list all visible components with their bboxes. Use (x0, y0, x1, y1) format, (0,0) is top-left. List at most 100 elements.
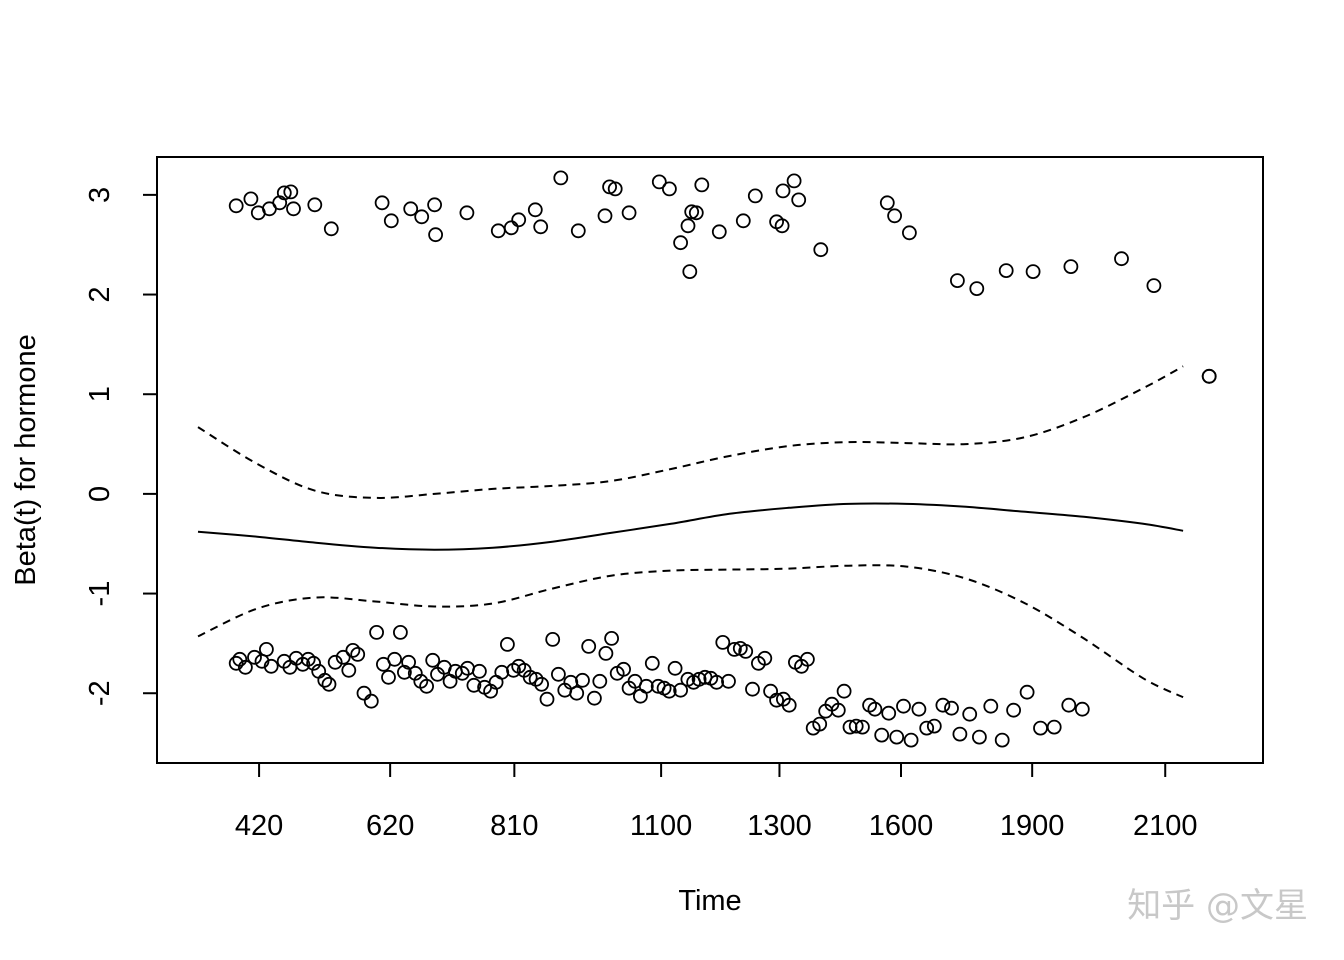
residual-point (812, 716, 828, 732)
y-tick-label: -1 (84, 581, 116, 607)
residual-point (791, 192, 807, 208)
residual-point (896, 698, 911, 714)
residual-point (327, 654, 343, 670)
residual-point (341, 662, 357, 678)
residual-point (1033, 720, 1048, 736)
residual-point (745, 681, 760, 697)
x-tick-label: 810 (490, 810, 538, 842)
residual-point (867, 701, 883, 717)
residual-point (673, 682, 688, 698)
residual-point (459, 205, 475, 221)
residual-point (881, 705, 897, 721)
residual-point (644, 655, 660, 671)
residual-point (1201, 368, 1217, 384)
residual-point (969, 281, 985, 297)
residual-point (680, 218, 696, 234)
residual-point (735, 213, 751, 229)
residual-point (972, 729, 987, 745)
residual-point (774, 218, 790, 234)
residual-point (466, 677, 482, 693)
residual-point (662, 181, 677, 197)
residual-point (800, 651, 815, 667)
residual-point (769, 692, 784, 708)
residual-point (356, 685, 372, 701)
estimate-line (197, 502, 1184, 551)
residual-point (321, 676, 337, 692)
residual-point (499, 637, 515, 652)
plot-frame (156, 156, 1264, 764)
residual-point (775, 183, 791, 199)
residual-point (471, 663, 487, 679)
residual-point (1074, 701, 1090, 717)
residual-point (887, 208, 902, 224)
residual-point (855, 719, 870, 735)
residual-point (317, 672, 333, 688)
residual-point (597, 208, 613, 224)
residual-point (786, 173, 802, 189)
x-tick-label: 1300 (747, 810, 812, 842)
residual-point (598, 646, 614, 661)
residual-point (781, 697, 797, 713)
residual-point (1019, 684, 1035, 700)
residual-point (813, 242, 829, 258)
residual-point (396, 664, 412, 680)
residual-point (950, 273, 965, 289)
x-axis-title: Time (678, 885, 741, 917)
residual-point (944, 700, 959, 716)
residual-point (911, 701, 927, 717)
residual-point (667, 660, 683, 676)
residual-point (998, 263, 1014, 279)
curves-layer (197, 365, 1184, 699)
residual-point (994, 732, 1010, 748)
residual-point (879, 195, 895, 211)
residual-point (1063, 259, 1079, 275)
residual-point (1006, 702, 1021, 718)
confidence-band-line (197, 564, 1184, 699)
residual-point (494, 664, 510, 680)
residual-point (830, 702, 846, 718)
residual-point (673, 235, 688, 251)
residual-point (919, 720, 935, 736)
residual-point (1025, 264, 1041, 280)
residual-point (258, 642, 274, 657)
residual-point (903, 732, 919, 748)
residual-point (522, 669, 538, 685)
residual-point (682, 264, 698, 280)
residual-point (503, 220, 519, 236)
residual-point (428, 227, 444, 243)
residual-point (592, 673, 608, 689)
residual-point (374, 195, 390, 211)
watermark-text: 知乎 @文星 (1127, 886, 1308, 926)
residual-point (401, 654, 417, 670)
residual-point (638, 678, 654, 694)
residual-point (419, 678, 435, 694)
residual-point (323, 221, 339, 237)
residual-point (545, 632, 561, 647)
residual-point (1146, 278, 1162, 294)
residual-point (962, 706, 978, 722)
x-tick-label: 1100 (630, 810, 692, 842)
residual-point (306, 655, 322, 671)
residual-point (874, 727, 890, 743)
y-tick-label: 1 (84, 386, 116, 402)
residual-point (607, 181, 623, 197)
residual-point (569, 685, 585, 701)
x-tick-label: 1900 (1000, 810, 1065, 842)
y-axis: -2 -1 0 1 2 3 (84, 187, 157, 706)
confidence-band-line (197, 365, 1184, 499)
residual-point (621, 205, 637, 221)
residual-point (633, 688, 648, 704)
residual-point (425, 652, 441, 668)
y-tick-label: -2 (84, 680, 116, 706)
residual-point (247, 649, 262, 665)
residual-point (935, 697, 951, 713)
residual-point (527, 202, 543, 218)
residual-point (836, 683, 852, 699)
residual-point (889, 729, 905, 745)
residual-point (902, 225, 917, 241)
x-tick-label: 2100 (1133, 810, 1198, 842)
x-tick-label: 420 (235, 810, 283, 842)
residual-point (575, 672, 590, 688)
residual-point (747, 188, 763, 204)
residual-point (263, 658, 279, 674)
